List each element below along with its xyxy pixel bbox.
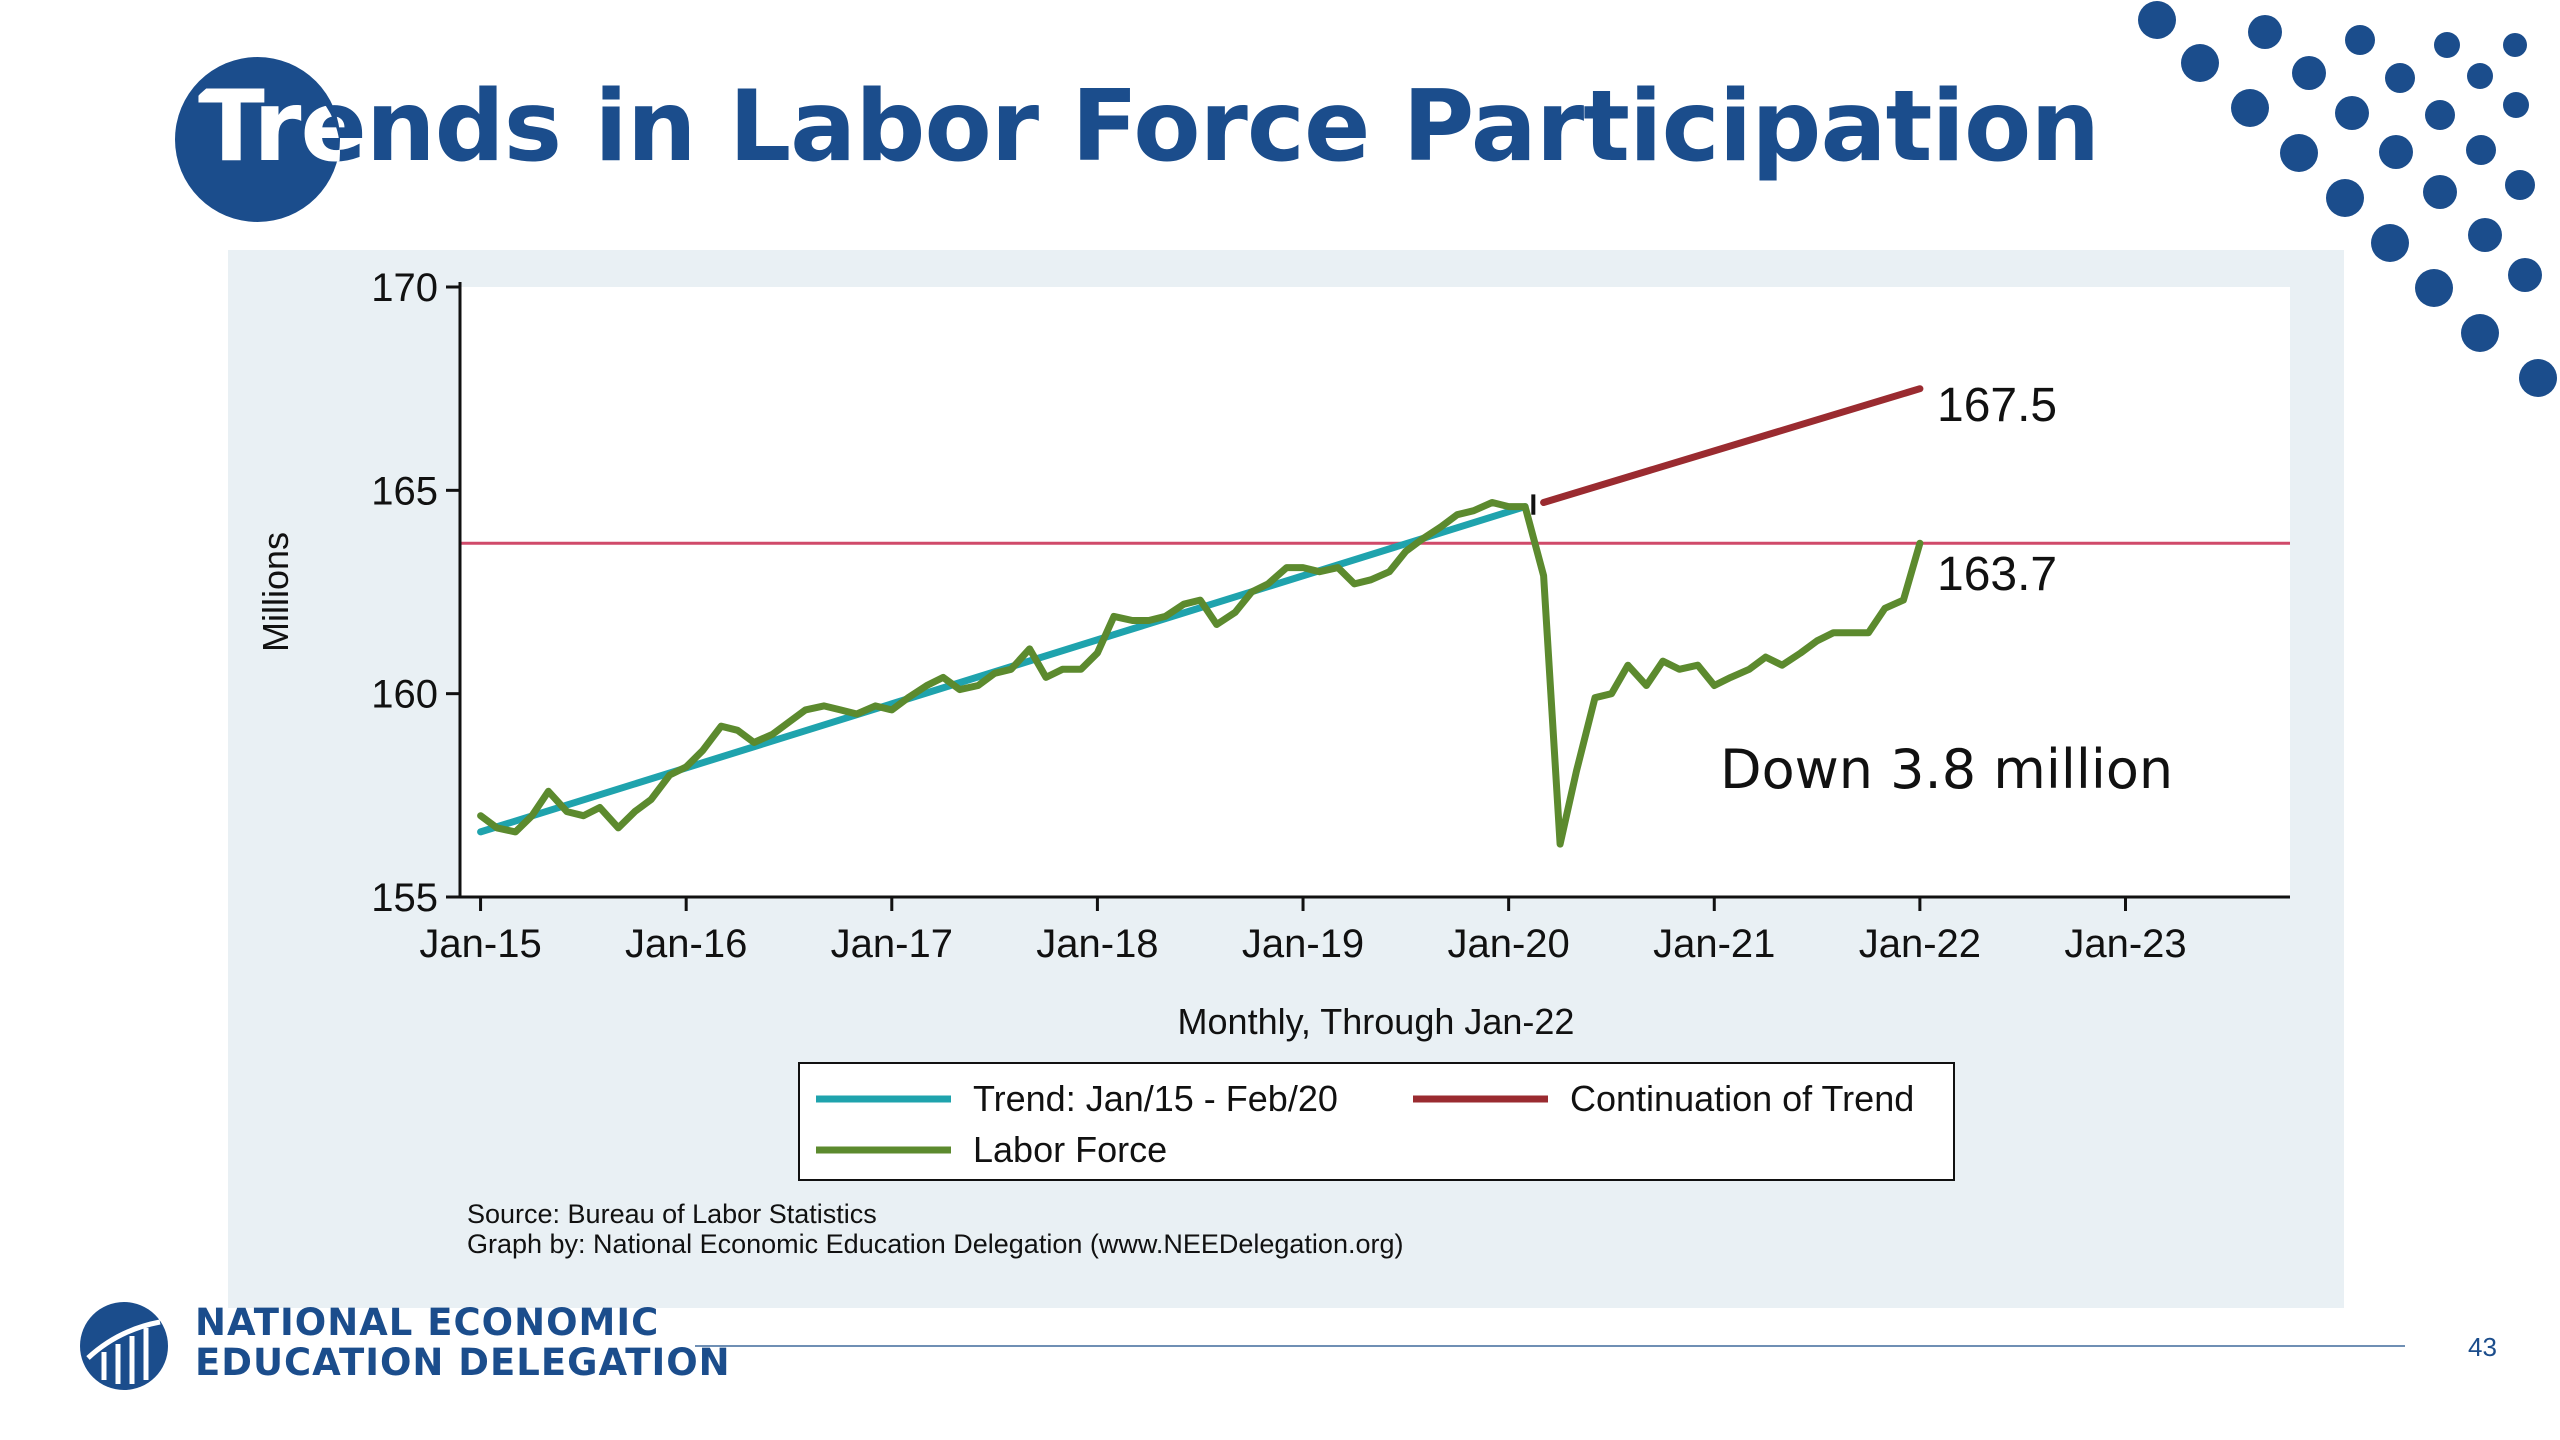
series-line-continuation xyxy=(1540,385,1924,506)
labor-force-chart: 155 160 165 170 Jan-15 Jan-16 Jan-17 Jan-18 Jan-… xyxy=(255,266,2290,1259)
y-tick-label-160: 160 xyxy=(371,673,438,717)
chart-panel: 155 160 165 170 Jan-15 Jan-16 Jan-17 Jan-18 Jan-… xyxy=(228,250,2344,1308)
x-tick-label-jan-16: Jan-16 xyxy=(625,922,747,966)
x-tick-label-jan-23: Jan-23 xyxy=(2064,922,2186,966)
organization-logo-icon xyxy=(80,1302,168,1390)
footer-divider xyxy=(695,1345,2405,1347)
organization-name-line-1: NATIONAL ECONOMIC xyxy=(195,1301,660,1344)
legend-label-labor-force: Labor Force xyxy=(973,1129,1167,1170)
page-number: 43 xyxy=(2468,1332,2497,1362)
x-tick-label-jan-22: Jan-22 xyxy=(1859,922,1981,966)
credit-line: Graph by: National Economic Education De… xyxy=(467,1229,1403,1259)
plot-area xyxy=(460,287,2290,897)
legend: Trend: Jan/15 - Feb/20 Continuation of T… xyxy=(798,1062,1955,1181)
x-tick-label-jan-20: Jan-20 xyxy=(1447,922,1569,966)
series-line-labor-force xyxy=(477,499,1924,848)
slide-title: Trends in Labor Force Participation xyxy=(198,70,2100,184)
legend-label-trend: Trend: Jan/15 - Feb/20 xyxy=(973,1078,1338,1119)
organization-name-line-2: EDUCATION DELEGATION xyxy=(195,1341,731,1384)
drop-annotation: Down 3.8 million xyxy=(1720,738,2173,801)
y-tick-label-170: 170 xyxy=(371,266,438,310)
x-tick-label-jan-21: Jan-21 xyxy=(1653,922,1775,966)
y-axis-title: Millions xyxy=(255,532,296,652)
continuation-end-label: 167.5 xyxy=(1937,379,2057,432)
y-tick-label-155: 155 xyxy=(371,876,438,920)
legend-label-continuation: Continuation of Trend xyxy=(1570,1078,1914,1119)
decorative-dots xyxy=(2138,1,2557,397)
source-line: Source: Bureau of Labor Statistics xyxy=(467,1199,877,1229)
y-tick-label-165: 165 xyxy=(371,469,438,513)
x-tick-label-jan-17: Jan-17 xyxy=(831,922,953,966)
labor-force-end-label: 163.7 xyxy=(1937,548,2057,601)
legend-box xyxy=(798,1062,1955,1181)
organization-name: NATIONAL ECONOMIC EDUCATION DELEGATION xyxy=(195,1303,731,1383)
x-tick-label-jan-15: Jan-15 xyxy=(419,922,541,966)
title-circle-badge xyxy=(175,57,340,222)
x-tick-label-jan-19: Jan-19 xyxy=(1242,922,1364,966)
x-tick-label-jan-18: Jan-18 xyxy=(1036,922,1158,966)
x-axis-title: Monthly, Through Jan-22 xyxy=(1178,1001,1575,1042)
